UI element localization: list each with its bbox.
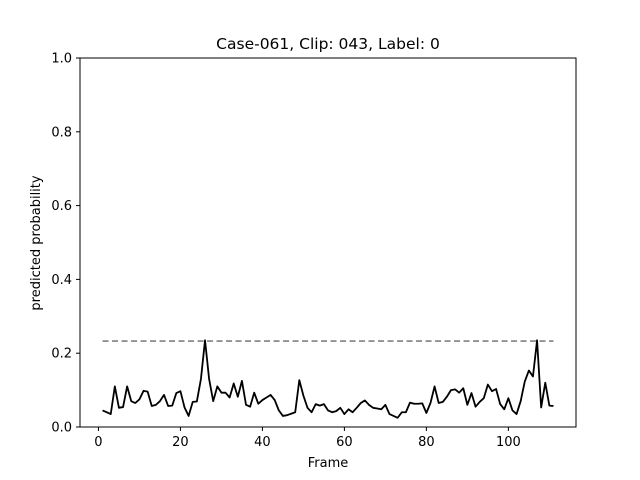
x-tick-label: 20: [172, 435, 189, 450]
y-tick-label: 1.0: [51, 52, 72, 67]
plot-area: [102, 339, 554, 419]
y-tick-label: 0.2: [51, 347, 72, 362]
y-tick-label: 0.6: [51, 199, 72, 214]
axes-frame: [79, 57, 577, 428]
x-tick-label: 100: [496, 435, 521, 450]
axes: 0 20 40 60 80 100 0.0 0.2 0.4 0.6 0.8 1.0: [51, 52, 577, 450]
x-tick-label: 40: [254, 435, 271, 450]
probability-line: [102, 339, 554, 419]
x-tick-label: 60: [336, 435, 353, 450]
x-tick-label: 80: [418, 435, 435, 450]
y-tick-label: 0.4: [51, 273, 72, 288]
x-tick-label: 0: [94, 435, 102, 450]
y-tick-label: 0.0: [51, 421, 72, 436]
x-axis-title: Frame: [308, 456, 349, 471]
y-tick-label: 0.8: [51, 125, 72, 140]
chart-title: Case-061, Clip: 043, Label: 0: [216, 35, 440, 53]
y-axis-title: predicted probability: [29, 175, 44, 310]
